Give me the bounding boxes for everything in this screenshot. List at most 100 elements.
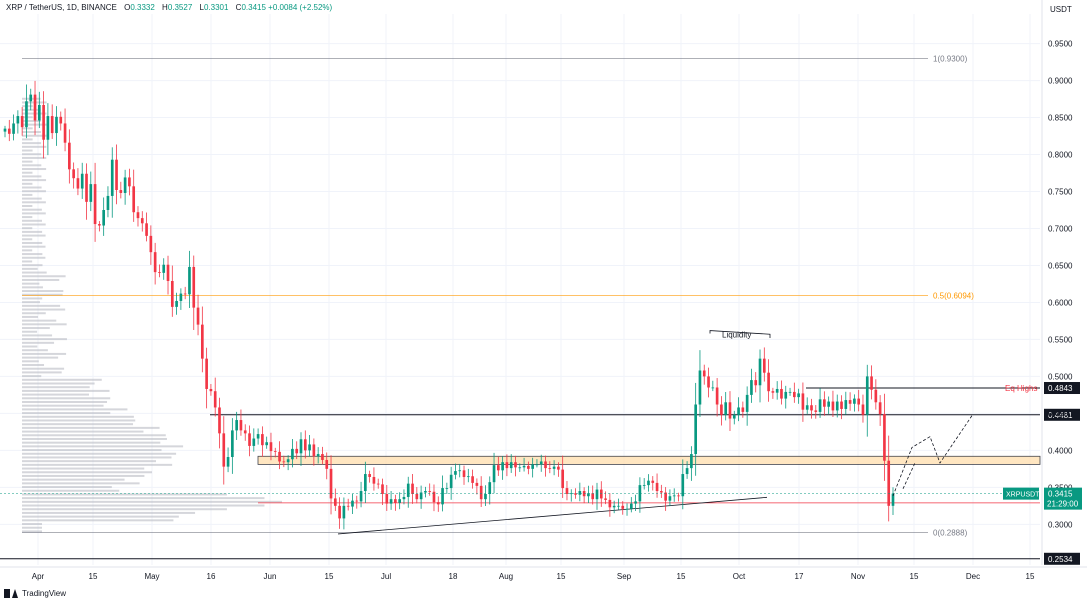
volume-profile-bar xyxy=(22,375,42,378)
current-price-value: 0.3415 xyxy=(1048,490,1073,499)
volume-profile-bar xyxy=(22,334,53,337)
candle-body xyxy=(119,190,123,193)
candle-body xyxy=(278,451,281,462)
volume-profile-bar xyxy=(22,134,47,137)
candle-body xyxy=(149,235,153,253)
candle-body xyxy=(810,405,813,411)
volume-profile-bar xyxy=(22,430,144,433)
volume-profile-bar xyxy=(22,282,40,285)
candle-body xyxy=(183,293,187,295)
volume-profile-bar xyxy=(22,386,90,389)
volume-profile-bar xyxy=(22,364,45,367)
candle-body xyxy=(93,184,97,225)
volume-profile-bar xyxy=(22,471,152,474)
volume-profile-bar xyxy=(22,164,42,167)
candle-body xyxy=(256,434,260,439)
volume-profile-bar xyxy=(22,441,161,444)
change-value: +0.0084 (+2.52%) xyxy=(268,3,333,12)
key-level-badge xyxy=(1044,552,1080,565)
candle-body xyxy=(192,266,196,308)
candle-body xyxy=(261,434,264,446)
candle-body xyxy=(857,398,861,405)
candle-body xyxy=(492,465,496,483)
liquidity-label: Liquidity xyxy=(722,331,751,340)
candle-body xyxy=(497,465,500,471)
candle-body xyxy=(252,438,256,446)
candle-body xyxy=(376,483,380,485)
candle-body xyxy=(33,94,37,121)
x-tick-label: 15 xyxy=(325,572,334,581)
volume-profile-bar xyxy=(22,352,67,355)
volume-profile-bar xyxy=(22,360,39,363)
volume-profile-bar xyxy=(22,452,177,455)
candle-body xyxy=(12,123,15,134)
tradingview-logo[interactable]: TradingView xyxy=(4,589,66,598)
volume-profile-bar xyxy=(22,267,38,270)
volume-profile-bar xyxy=(22,227,33,230)
volume-profile-bar xyxy=(22,515,179,518)
low-value: 0.3301 xyxy=(203,3,229,12)
candle-body xyxy=(419,492,423,500)
candle-body xyxy=(265,442,269,446)
candle-body xyxy=(201,324,204,359)
candle-body xyxy=(745,394,749,412)
x-tick-label: Nov xyxy=(851,572,865,581)
candle-body xyxy=(771,391,775,393)
volume-profile-bar xyxy=(22,460,156,463)
candle-body xyxy=(870,376,873,390)
volume-profile-bar xyxy=(22,504,265,507)
candle-body xyxy=(668,496,672,501)
candle-body xyxy=(539,461,543,465)
candle-body xyxy=(80,173,84,189)
volume-profile-bar xyxy=(22,367,65,370)
volume-profile-bar xyxy=(22,271,47,274)
volume-profile-bar xyxy=(22,345,38,348)
candle-body xyxy=(136,212,140,219)
candle-body xyxy=(578,491,582,495)
volume-profile-bar xyxy=(22,437,167,440)
volume-profile-bar xyxy=(22,301,40,304)
candle-body xyxy=(179,293,183,301)
candle-body xyxy=(831,401,835,411)
volume-profile-bar xyxy=(22,264,43,267)
key-level-price: 0.4481 xyxy=(1048,411,1073,420)
symbol-price-tag xyxy=(1003,487,1039,500)
volume-profile-bar xyxy=(22,482,140,485)
candle-body xyxy=(462,470,466,477)
volume-profile-bar xyxy=(22,493,227,496)
volume-profile-bar xyxy=(22,323,67,326)
x-tick-label: 18 xyxy=(449,572,458,581)
tradingview-icon xyxy=(4,589,18,598)
candle-body xyxy=(814,410,818,412)
candle-body xyxy=(445,488,449,489)
volume-profile-bar xyxy=(22,319,57,322)
volume-profile-bar xyxy=(22,404,104,407)
candle-body xyxy=(286,459,290,463)
candle-body xyxy=(226,457,230,467)
symbol-title[interactable]: XRP / TetherUS, 1D, BINANCE xyxy=(6,3,117,12)
candle-body xyxy=(741,407,745,412)
volume-profile-bar xyxy=(22,523,42,526)
candle-body xyxy=(295,448,299,454)
candle-body xyxy=(634,501,637,504)
volume-profile-bar xyxy=(22,511,196,514)
candle-body xyxy=(231,430,234,458)
candle-body xyxy=(617,505,620,507)
candle-body xyxy=(351,500,354,507)
current-price-badge xyxy=(1044,487,1082,510)
eq-highs-label: Eq Highs xyxy=(1005,384,1037,393)
candle-body xyxy=(299,439,303,454)
volume-profile-bar xyxy=(22,408,128,411)
candle-body xyxy=(853,398,856,404)
volume-profile-bar xyxy=(22,478,125,481)
volume-profile-bar xyxy=(22,297,43,300)
candle-body xyxy=(248,433,251,446)
y-tick-label: 0.6000 xyxy=(1048,298,1073,307)
volume-profile-bar xyxy=(22,315,38,318)
x-tick-label: Jul xyxy=(381,572,391,581)
y-tick-label: 0.7000 xyxy=(1048,224,1073,233)
candle-body xyxy=(565,488,569,494)
volume-profile-bar xyxy=(22,412,111,415)
volume-profile-bar xyxy=(22,204,33,207)
